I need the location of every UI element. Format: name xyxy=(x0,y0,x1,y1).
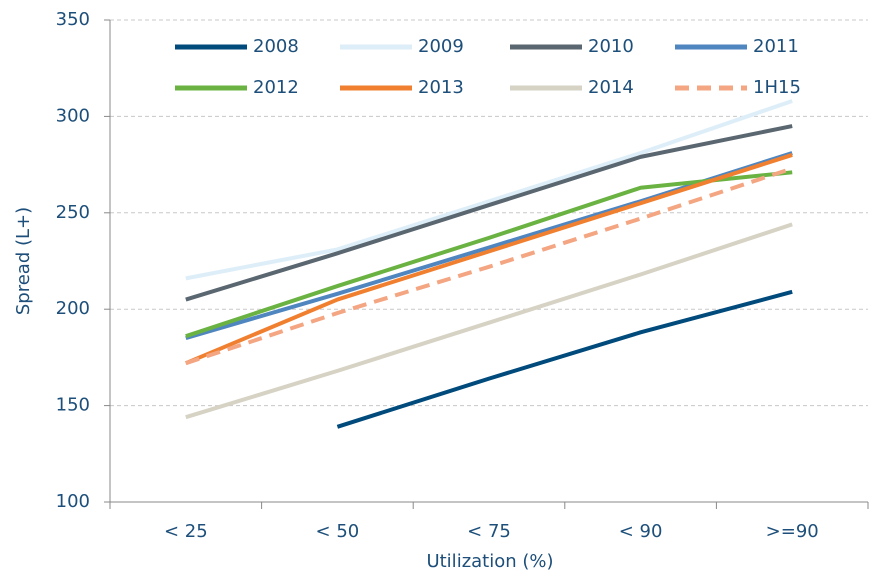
x-tick-label: >=90 xyxy=(766,521,819,542)
legend-label: 1H15 xyxy=(753,77,801,98)
series-line xyxy=(185,99,793,281)
y-tick-label: 250 xyxy=(56,202,90,223)
y-axis-label: Spread (L+) xyxy=(13,207,34,315)
x-tick-label: < 50 xyxy=(316,521,360,542)
legend-label: 2013 xyxy=(418,77,464,98)
series-line xyxy=(185,222,793,420)
legend-label: 2011 xyxy=(753,36,799,57)
legend-label: 2012 xyxy=(253,77,299,98)
series-line xyxy=(185,166,793,366)
y-tick-label: 300 xyxy=(56,105,90,126)
x-tick-label: < 90 xyxy=(619,521,663,542)
x-tick-label: < 25 xyxy=(164,521,208,542)
x-axis-label: Utilization (%) xyxy=(426,551,553,572)
series-line xyxy=(185,153,793,366)
x-tick-label: < 75 xyxy=(467,521,511,542)
legend-label: 2009 xyxy=(418,36,464,57)
series-line xyxy=(336,289,793,429)
series-line xyxy=(185,124,793,302)
y-tick-label: 350 xyxy=(56,9,90,30)
y-tick-label: 200 xyxy=(56,298,90,319)
series-line xyxy=(185,170,793,339)
y-tick-label: 150 xyxy=(56,395,90,416)
legend-label: 2008 xyxy=(253,36,299,57)
y-tick-label: 100 xyxy=(56,491,90,512)
legend-label: 2010 xyxy=(588,36,634,57)
legend-label: 2014 xyxy=(588,77,634,98)
